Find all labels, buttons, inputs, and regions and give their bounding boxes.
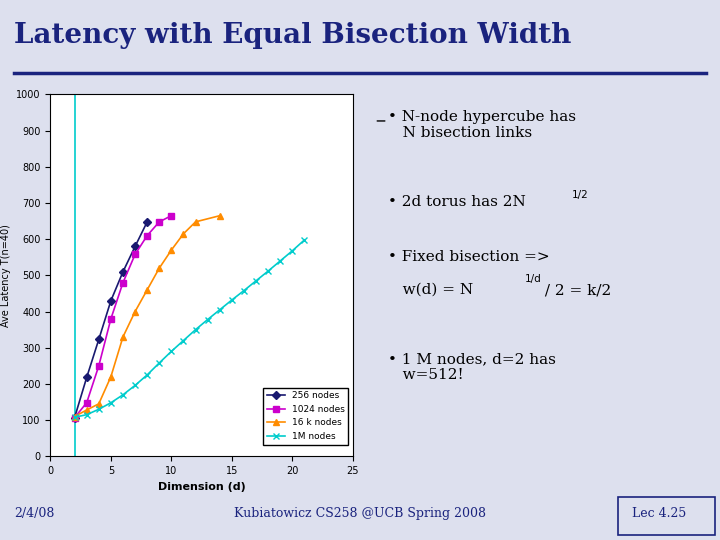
Text: Lec 4.25: Lec 4.25	[631, 507, 686, 520]
1M nodes	[179, 338, 188, 344]
1M nodes	[167, 348, 176, 355]
1024 nodes	[71, 414, 79, 421]
1M nodes	[155, 360, 163, 366]
16 k nodes	[155, 265, 163, 272]
1M nodes	[119, 392, 127, 398]
1M nodes	[94, 406, 103, 413]
16 k nodes	[131, 308, 140, 315]
16 k nodes	[94, 401, 103, 407]
Legend: 256 nodes, 1024 nodes, 16 k nodes, 1M nodes: 256 nodes, 1024 nodes, 16 k nodes, 1M no…	[263, 388, 348, 444]
1M nodes	[131, 382, 140, 389]
1M nodes	[107, 400, 115, 406]
1024 nodes	[107, 315, 115, 322]
1M nodes	[300, 237, 309, 243]
Text: • 1 M nodes, d=2 has
   w=512!: • 1 M nodes, d=2 has w=512!	[387, 352, 556, 382]
Line: 256 nodes: 256 nodes	[72, 219, 150, 420]
16 k nodes	[71, 413, 79, 420]
Text: • 2d torus has 2N: • 2d torus has 2N	[387, 195, 526, 210]
256 nodes	[131, 243, 140, 249]
16 k nodes	[82, 407, 91, 413]
1024 nodes	[119, 279, 127, 286]
1M nodes	[252, 278, 261, 284]
1M nodes	[71, 414, 79, 421]
16 k nodes	[192, 219, 200, 225]
Line: 1M nodes: 1M nodes	[71, 237, 308, 421]
256 nodes	[94, 336, 103, 343]
1M nodes	[143, 372, 151, 378]
1M nodes	[203, 316, 212, 323]
16 k nodes	[143, 287, 151, 293]
256 nodes	[107, 298, 115, 304]
1M nodes	[264, 268, 272, 274]
Text: 1/d: 1/d	[525, 274, 542, 284]
Text: Latency with Equal Bisection Width: Latency with Equal Bisection Width	[14, 22, 572, 49]
16 k nodes	[167, 247, 176, 253]
Text: Kubiatowicz CS258 @UCB Spring 2008: Kubiatowicz CS258 @UCB Spring 2008	[234, 507, 486, 520]
1M nodes	[192, 326, 200, 333]
1024 nodes	[94, 363, 103, 369]
Text: • N-node hypercube has
   N bisection links: • N-node hypercube has N bisection links	[387, 110, 576, 140]
16 k nodes	[179, 231, 188, 237]
1M nodes	[288, 247, 297, 254]
1024 nodes	[155, 219, 163, 225]
1024 nodes	[82, 400, 91, 406]
Y-axis label: Ave Latency T(n=40): Ave Latency T(n=40)	[1, 224, 11, 327]
X-axis label: Dimension (d): Dimension (d)	[158, 482, 246, 491]
1M nodes	[240, 287, 248, 294]
Text: 1/2: 1/2	[572, 190, 588, 200]
1024 nodes	[143, 232, 151, 239]
Text: 2/4/08: 2/4/08	[14, 507, 55, 520]
1M nodes	[215, 307, 224, 313]
16 k nodes	[215, 212, 224, 219]
1024 nodes	[167, 212, 176, 219]
256 nodes	[143, 219, 151, 225]
256 nodes	[82, 374, 91, 381]
Line: 1024 nodes: 1024 nodes	[72, 213, 174, 420]
Text: w(d) = N: w(d) = N	[387, 283, 473, 297]
1M nodes	[82, 411, 91, 418]
1024 nodes	[131, 251, 140, 258]
16 k nodes	[107, 374, 115, 380]
1M nodes	[276, 258, 284, 264]
256 nodes	[71, 414, 79, 421]
16 k nodes	[119, 334, 127, 340]
256 nodes	[119, 268, 127, 275]
Line: 16 k nodes: 16 k nodes	[71, 212, 223, 420]
1M nodes	[228, 297, 236, 303]
Text: • Fixed bisection =>: • Fixed bisection =>	[387, 249, 549, 264]
Text: / 2 = k/2: / 2 = k/2	[540, 283, 611, 297]
